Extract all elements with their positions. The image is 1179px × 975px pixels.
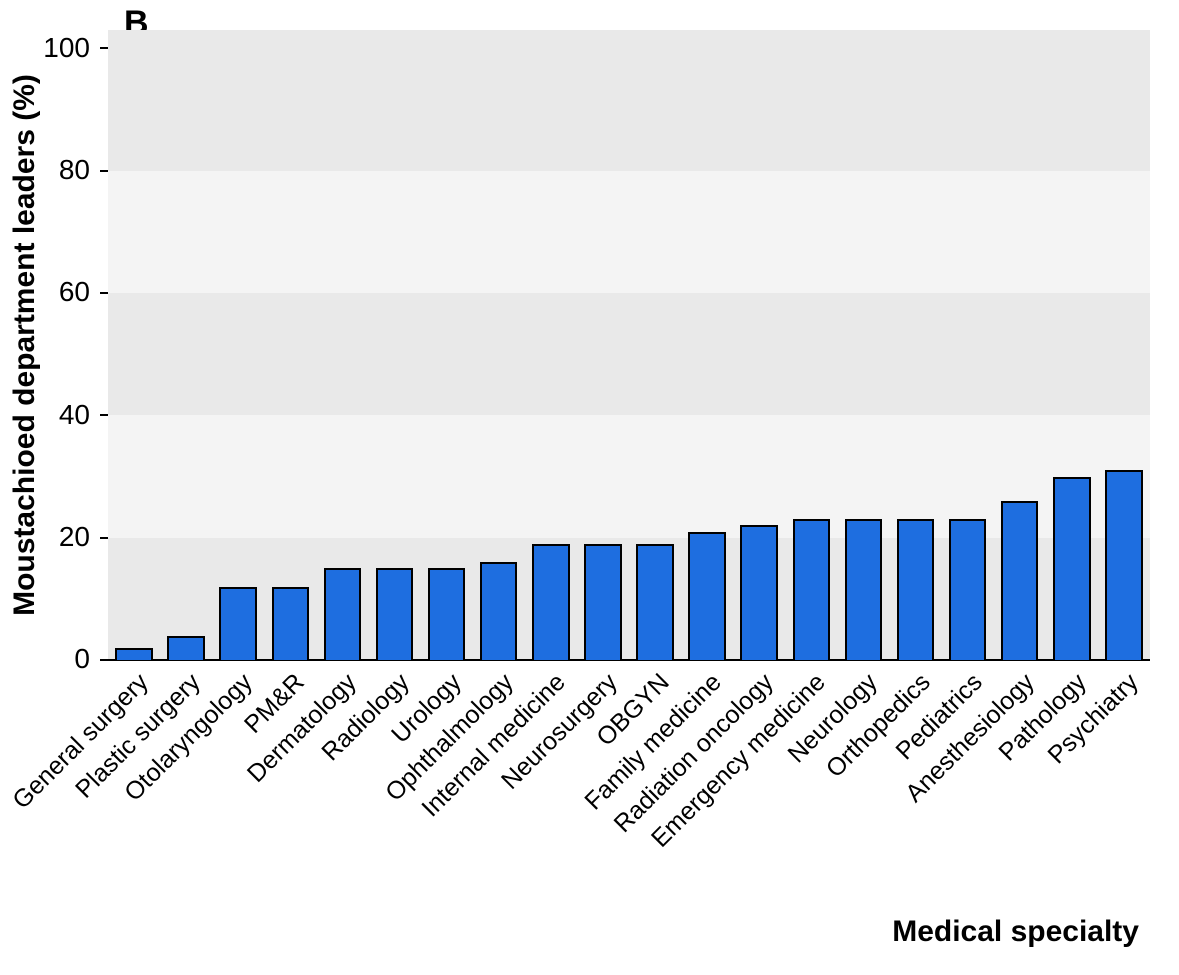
bar (584, 544, 622, 660)
bar (740, 525, 778, 660)
y-tick-mark (100, 47, 108, 49)
bar (167, 636, 205, 660)
y-tick-label: 20 (0, 521, 90, 553)
grid-band (108, 48, 1150, 170)
grid-band (108, 171, 1150, 293)
bar (636, 544, 674, 660)
y-tick-mark (100, 292, 108, 294)
bar (115, 648, 153, 660)
y-tick-label: 40 (0, 399, 90, 431)
x-axis-baseline (108, 659, 1150, 661)
y-tick-label: 100 (0, 32, 90, 64)
y-tick-mark (100, 537, 108, 539)
y-tick-mark (100, 170, 108, 172)
bar (1053, 477, 1091, 660)
y-tick-label: 80 (0, 154, 90, 186)
bar (272, 587, 310, 660)
grid-band (108, 415, 1150, 537)
plot-area (108, 30, 1150, 660)
bar (219, 587, 257, 660)
grid-band (108, 538, 1150, 660)
grid-band (108, 293, 1150, 415)
y-tick-mark (100, 659, 108, 661)
bar (949, 519, 987, 660)
bar (793, 519, 831, 660)
bar (428, 568, 466, 660)
bar (376, 568, 414, 660)
y-tick-mark (100, 414, 108, 416)
y-tick-label: 60 (0, 276, 90, 308)
x-axis-label: Medical specialty (892, 915, 1139, 949)
bar (897, 519, 935, 660)
y-tick-label: 0 (0, 643, 90, 675)
bar (688, 532, 726, 660)
bar-chart: B Moustachioed department leaders (%) Me… (0, 0, 1179, 975)
bar (845, 519, 883, 660)
bar (1001, 501, 1039, 660)
bar (480, 562, 518, 660)
bar (532, 544, 570, 660)
bar (1105, 470, 1143, 660)
bar (324, 568, 362, 660)
